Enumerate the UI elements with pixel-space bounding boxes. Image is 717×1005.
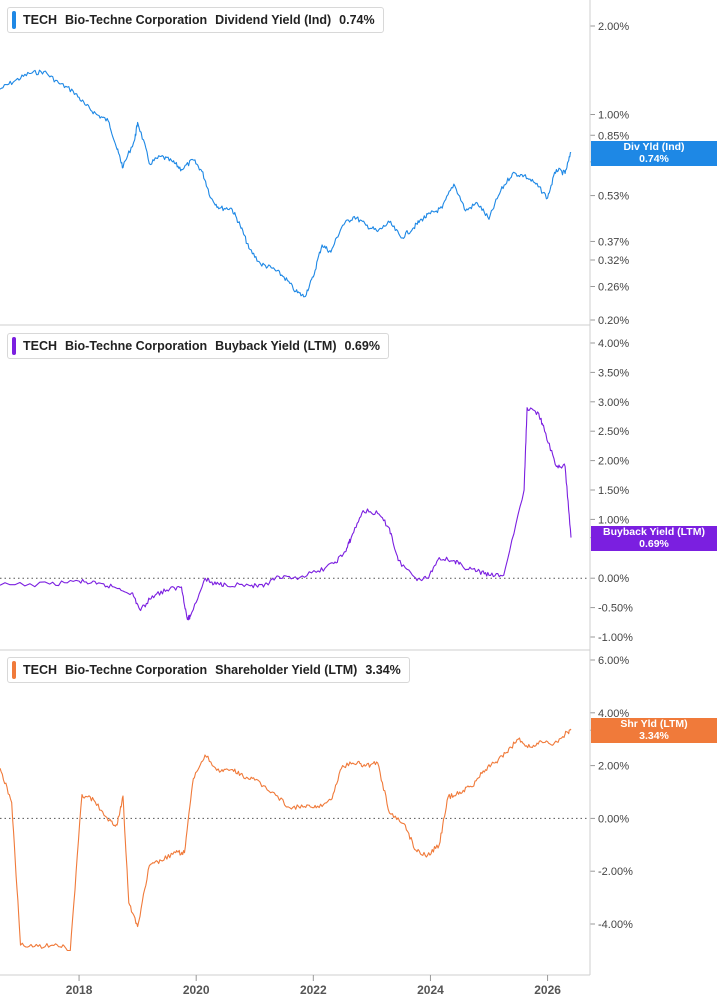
last-value-tag-shareholder: Shr Yld (LTM) 3.34% bbox=[591, 718, 717, 743]
y-tick-label: -1.00% bbox=[598, 632, 633, 644]
tag-value: 3.34% bbox=[639, 729, 669, 742]
tag-label: Div Yld (Ind) bbox=[623, 141, 685, 153]
y-tick-label: 2.00% bbox=[598, 761, 629, 773]
y-tick-label: 3.00% bbox=[598, 397, 629, 409]
series-line bbox=[0, 728, 572, 952]
series-color-swatch bbox=[12, 11, 16, 29]
x-tick-label: 2026 bbox=[534, 983, 561, 997]
y-tick-label: 2.00% bbox=[598, 456, 629, 468]
x-tick-label: 2020 bbox=[183, 983, 210, 997]
legend-buyback-yield[interactable]: TECH Bio-Techne Corporation Buyback Yiel… bbox=[7, 333, 389, 359]
tag-label: Shr Yld (LTM) bbox=[620, 718, 688, 730]
y-tick-label: 1.50% bbox=[598, 485, 629, 497]
legend-company: Bio-Techne Corporation bbox=[65, 663, 208, 677]
y-tick-label: 0.85% bbox=[598, 130, 629, 142]
y-tick-label: 0.00% bbox=[598, 573, 629, 585]
y-tick-label: 0.32% bbox=[598, 255, 629, 267]
last-value-tag-buyback: Buyback Yield (LTM) 0.69% bbox=[591, 526, 717, 551]
legend-ticker: TECH bbox=[23, 663, 58, 677]
series-color-swatch bbox=[12, 661, 16, 679]
legend-metric: Buyback Yield (LTM) bbox=[215, 339, 337, 353]
x-tick-label: 2024 bbox=[417, 983, 444, 997]
legend-ticker: TECH bbox=[23, 339, 58, 353]
y-tick-label: 1.00% bbox=[598, 514, 629, 526]
y-tick-label: 1.00% bbox=[598, 110, 629, 122]
y-tick-label: 0.00% bbox=[598, 813, 629, 825]
series-line bbox=[0, 69, 572, 298]
y-tick-label: -2.00% bbox=[598, 866, 633, 878]
last-value-tag-dividend: Div Yld (Ind) 0.74% bbox=[591, 141, 717, 166]
legend-value: 0.74% bbox=[339, 13, 375, 27]
x-tick-label: 2018 bbox=[66, 983, 93, 997]
y-tick-label: 0.37% bbox=[598, 236, 629, 248]
y-tick-label: 2.50% bbox=[598, 426, 629, 438]
y-tick-label: -4.00% bbox=[598, 919, 633, 931]
legend-metric: Dividend Yield (Ind) bbox=[215, 13, 332, 27]
tag-value: 0.74% bbox=[639, 152, 669, 165]
y-tick-label: 4.00% bbox=[598, 338, 629, 350]
y-tick-label: 3.50% bbox=[598, 367, 629, 379]
y-tick-label: 4.00% bbox=[598, 708, 629, 720]
y-tick-label: 0.20% bbox=[598, 315, 629, 327]
legend-ticker: TECH bbox=[23, 13, 58, 27]
tag-value: 0.69% bbox=[639, 537, 669, 550]
legend-company: Bio-Techne Corporation bbox=[65, 339, 208, 353]
series-line bbox=[0, 407, 572, 621]
y-tick-label: 2.00% bbox=[598, 21, 629, 33]
tag-label: Buyback Yield (LTM) bbox=[603, 526, 705, 538]
legend-shareholder-yield[interactable]: TECH Bio-Techne Corporation Shareholder … bbox=[7, 657, 410, 683]
legend-value: 0.69% bbox=[344, 339, 380, 353]
series-color-swatch bbox=[12, 337, 16, 355]
legend-company: Bio-Techne Corporation bbox=[65, 13, 208, 27]
y-tick-label: 0.53% bbox=[598, 191, 629, 203]
legend-value: 3.34% bbox=[365, 663, 401, 677]
x-tick-label: 2022 bbox=[300, 983, 327, 997]
y-tick-label: -0.50% bbox=[598, 603, 633, 615]
y-tick-label: 0.26% bbox=[598, 282, 629, 294]
legend-metric: Shareholder Yield (LTM) bbox=[215, 663, 358, 677]
y-tick-label: 6.00% bbox=[598, 655, 629, 667]
legend-dividend-yield[interactable]: TECH Bio-Techne Corporation Dividend Yie… bbox=[7, 7, 384, 33]
